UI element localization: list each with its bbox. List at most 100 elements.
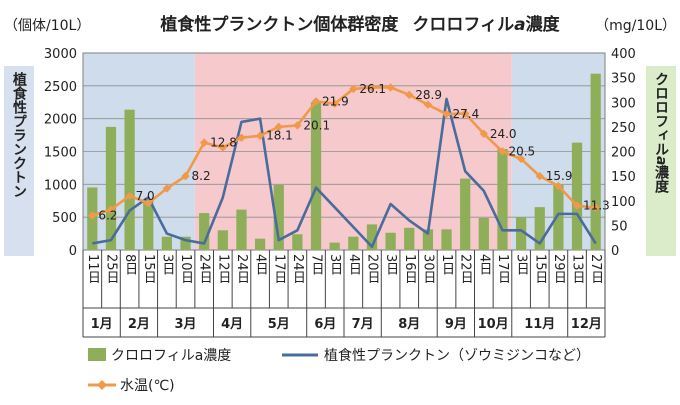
chart-title: 植食性プランクトン個体群密度 クロロフィルa濃度 xyxy=(160,14,560,35)
right-tick-label: 150 xyxy=(611,170,636,185)
chlorophyll-bar xyxy=(180,236,191,250)
temperature-label: 27.4 xyxy=(453,107,480,121)
temperature-label: 18.1 xyxy=(266,129,293,143)
temperature-point xyxy=(218,143,228,152)
month-label: 6月 xyxy=(314,317,336,332)
temperature-label: 6.2 xyxy=(98,209,117,223)
chlorophyll-bar xyxy=(199,213,210,250)
temperature-line xyxy=(91,86,596,217)
chlorophyll-bar xyxy=(143,199,154,250)
date-tick-label: 15日 xyxy=(532,254,547,284)
chlorophyll-bar xyxy=(366,224,378,250)
chlorophyll-bar xyxy=(571,142,583,250)
temperature-point xyxy=(572,201,582,210)
temperature-label: 12.8 xyxy=(210,136,237,150)
month-label: 12月 xyxy=(571,317,602,332)
chlorophyll-bar xyxy=(329,242,340,250)
right-axis-title-part: 濃度 xyxy=(653,165,669,195)
temperature-point xyxy=(442,109,451,119)
left-tick-label: 500 xyxy=(52,211,77,226)
date-tick-label: 10日 xyxy=(178,254,193,284)
temperature-point xyxy=(460,109,470,118)
chlorophyll-bar xyxy=(515,217,527,250)
temperature-point xyxy=(162,184,172,193)
right-unit-label: （mg/10L） xyxy=(595,18,676,34)
date-tick-label: 4日 xyxy=(253,254,268,276)
date-tick-label: 8日 xyxy=(122,254,137,276)
chlorophyll-bar xyxy=(217,230,228,250)
date-tick-label: 13日 xyxy=(570,254,585,284)
date-tick-label: 17日 xyxy=(271,254,286,284)
date-tick-label: 27日 xyxy=(588,254,603,284)
date-tick-label: 3日 xyxy=(159,254,174,276)
legend-label-temperature: 水温(℃) xyxy=(120,378,175,394)
left-tick-label: 1000 xyxy=(44,178,77,193)
right-axis-title-part: a xyxy=(653,156,669,165)
legend-label-chlorophyll: クロロフィルa濃度 xyxy=(111,348,231,364)
left-tick-label: 0 xyxy=(69,244,77,259)
right-tick-label: 50 xyxy=(611,219,628,234)
temperature-point xyxy=(535,171,544,181)
temperature-point xyxy=(181,171,190,181)
temperature-point xyxy=(144,199,153,208)
date-tick-label: 17日 xyxy=(495,254,510,284)
right-tick-label: 100 xyxy=(611,195,636,210)
temperature-label: 26.1 xyxy=(359,82,386,96)
date-tick-label: 16日 xyxy=(402,254,417,284)
chlorophyll-bar xyxy=(161,236,173,250)
chlorophyll-bar xyxy=(292,234,303,250)
date-tick-label: 3日 xyxy=(383,254,398,276)
right-tick-label: 0 xyxy=(611,244,619,259)
left-tick-label: 2000 xyxy=(44,113,77,128)
date-tick-label: 3日 xyxy=(514,254,529,276)
chlorophyll-bar xyxy=(385,232,396,250)
temperature-point xyxy=(255,131,265,140)
temperature-point xyxy=(367,83,377,92)
chlorophyll-bar xyxy=(590,73,601,250)
month-label: 3月 xyxy=(175,317,197,332)
temperature-label: 20.1 xyxy=(303,118,330,132)
temperature-point xyxy=(88,211,97,220)
chlorophyll-bar xyxy=(254,238,266,250)
right-tick-label: 350 xyxy=(611,72,636,87)
temperature-point xyxy=(237,133,246,142)
chart-title-chlorophyll: クロロフィル xyxy=(412,15,514,35)
left-tick-label: 1500 xyxy=(44,146,77,161)
right-tick-label: 200 xyxy=(611,146,636,161)
temperature-label: 15.9 xyxy=(546,169,573,183)
temperature-point xyxy=(405,90,414,100)
temperature-label: 21.9 xyxy=(322,94,349,108)
chart-title-a: a xyxy=(514,15,525,35)
legend-label-plankton: 植食性プランクトン（ゾウミジンコなど） xyxy=(324,347,590,364)
date-tick-label: 24日 xyxy=(197,254,212,284)
chlorophyll-bar xyxy=(273,184,284,250)
chlorophyll-bar xyxy=(124,109,135,250)
chlorophyll-bar xyxy=(348,236,359,250)
right-tick-label: 300 xyxy=(611,96,636,111)
month-label: 8月 xyxy=(398,317,420,332)
chlorophyll-bar xyxy=(404,227,415,250)
temperature-point xyxy=(591,203,600,212)
date-tick-label: 29日 xyxy=(551,254,566,284)
date-tick-label: 30日 xyxy=(420,254,435,284)
right-tick-label: 250 xyxy=(611,121,636,136)
left-tick-label: 3000 xyxy=(44,47,77,62)
date-tick-label: 25日 xyxy=(103,254,118,284)
month-label: 2月 xyxy=(128,317,150,332)
date-tick-label: 1日 xyxy=(439,254,454,276)
date-tick-label: 4日 xyxy=(346,254,361,276)
temperature-point xyxy=(311,97,321,106)
chlorophyll-bar xyxy=(105,126,117,250)
chart-title-concentration: 濃度 xyxy=(526,14,561,35)
left-unit-label: （個体/10L） xyxy=(4,18,90,34)
date-tick-label: 24日 xyxy=(234,254,249,284)
right-tick-label: 400 xyxy=(611,47,636,62)
date-tick-label: 24日 xyxy=(290,254,305,284)
left-axis-title: 植食性プランクトン xyxy=(11,71,28,198)
chlorophyll-bar xyxy=(497,149,508,250)
month-label: 5月 xyxy=(268,317,290,332)
date-tick-label: 11日 xyxy=(85,254,100,284)
temperature-point xyxy=(293,121,302,130)
